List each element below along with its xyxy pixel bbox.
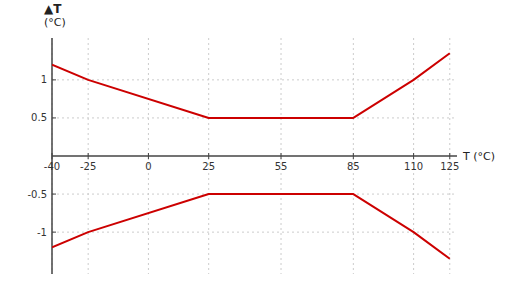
- grid: [52, 38, 457, 274]
- x-tick: [281, 153, 282, 159]
- y-tick: [52, 194, 56, 195]
- x-axis-label: T (°C): [462, 150, 495, 163]
- grid-line-y: [52, 79, 457, 80]
- x-tick-label: 0: [145, 161, 151, 172]
- x-tick: [52, 153, 53, 159]
- y-tick-label: 0.5: [31, 112, 47, 123]
- x-tick-label: 125: [440, 161, 459, 172]
- x-tick: [148, 153, 149, 159]
- x-tick-label: 55: [275, 161, 288, 172]
- x-tick: [413, 153, 414, 159]
- grid-line-x: [148, 38, 149, 274]
- x-tick: [88, 153, 89, 159]
- x-tick-label: 110: [404, 161, 423, 172]
- y-axis-label: (°C): [44, 16, 66, 29]
- x-tick-label: 85: [347, 161, 360, 172]
- x-tick-label: -40: [44, 161, 60, 172]
- y-tick: [52, 79, 56, 80]
- grid-line-x: [88, 38, 89, 274]
- y-axis-line: [51, 38, 53, 274]
- y-tick-label: 1: [41, 74, 47, 85]
- line-series: [52, 194, 450, 259]
- x-tick: [208, 153, 209, 159]
- grid-line-x: [281, 38, 282, 274]
- chart: -40 -25 0 25 55 85 110 125 -1 -0.5 0.5 1 T (°C) ▲T(°C…: [0, 0, 512, 288]
- x-tick-label: -25: [80, 161, 96, 172]
- x-tick: [353, 153, 354, 159]
- x-axis-line: [52, 155, 457, 157]
- grid-line-x: [52, 38, 53, 274]
- x-tick-label: 25: [202, 161, 215, 172]
- y-axis-label: ▲T: [44, 2, 62, 16]
- y-tick: [52, 232, 56, 233]
- x-tick: [449, 153, 450, 159]
- y-tick: [52, 117, 56, 118]
- grid-line-x: [449, 38, 450, 274]
- grid-line-x: [208, 38, 209, 274]
- grid-line-y: [52, 232, 457, 233]
- y-tick-label: -1: [37, 227, 47, 238]
- plot-area: [52, 53, 450, 259]
- line-series: [52, 53, 450, 118]
- grid-line-x: [353, 38, 354, 274]
- y-tick-label: -0.5: [27, 189, 47, 200]
- grid-line-x: [413, 38, 414, 274]
